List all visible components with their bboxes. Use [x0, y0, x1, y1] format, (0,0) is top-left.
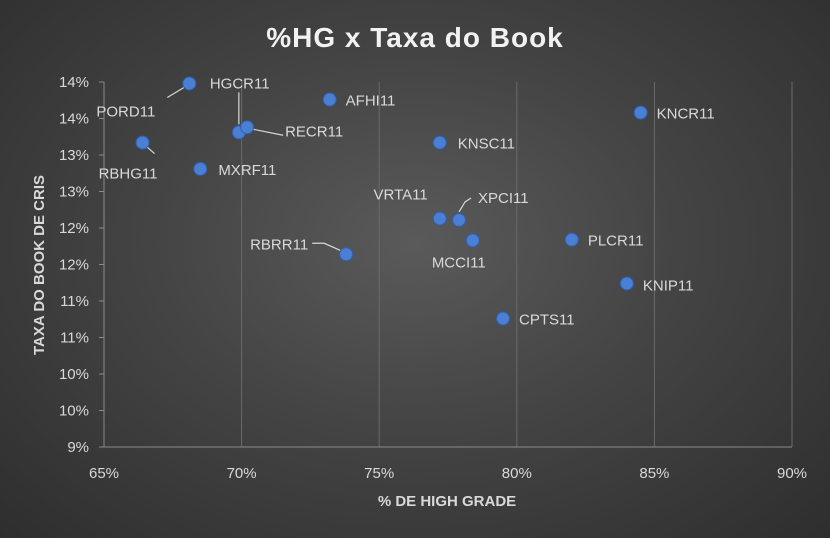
y-tick-label: 10%: [59, 403, 89, 420]
data-point: [619, 276, 634, 291]
y-tick-label: 14%: [59, 111, 89, 128]
label-leader-line: [146, 146, 155, 155]
data-point-label: MXRF11: [218, 162, 276, 179]
label-leader-line: [312, 242, 341, 251]
data-point-label: KNSC11: [458, 136, 515, 153]
data-point-label: CPTS11: [519, 312, 575, 329]
label-leader-line: [252, 128, 284, 136]
data-point-label: VRTA11: [374, 187, 428, 204]
x-tick-label: 75%: [364, 465, 394, 482]
data-point-label: KNIP11: [643, 277, 694, 294]
x-tick-label: 85%: [639, 465, 669, 482]
data-point-label: RECR11: [285, 123, 343, 140]
y-tick-label: 12%: [59, 257, 89, 274]
y-tick-label: 11%: [60, 293, 89, 310]
y-axis-title: TAXA DO BOOK DE CRIS: [31, 175, 48, 355]
data-point: [193, 161, 208, 176]
data-point: [465, 233, 480, 248]
y-tick-label: 12%: [59, 220, 89, 237]
data-point-label: XPCI11: [478, 190, 529, 207]
y-tick-label: 14%: [59, 74, 89, 91]
x-tick-label: 90%: [777, 465, 807, 482]
data-point-label: RBRR11: [250, 236, 308, 253]
data-point-label: RBHG11: [99, 166, 158, 183]
x-tick-label: 80%: [502, 465, 532, 482]
x-tick-label: 70%: [227, 465, 257, 482]
chart-title: %HG x Taxa do Book: [266, 22, 564, 53]
data-point-label: AFHI11: [346, 93, 396, 110]
data-point: [564, 232, 579, 247]
data-point: [452, 212, 467, 227]
data-point: [432, 135, 447, 150]
data-point-label: MCCI11: [432, 254, 486, 271]
data-point-label: PLCR11: [588, 233, 644, 250]
data-point-label: KNCR11: [657, 106, 715, 123]
ticks-layer: 65% 70% 75% 80% 85% 90% 9% 10% 10% 11% 11% 12% 12% 13…: [59, 74, 807, 482]
y-tick-label: 11%: [60, 330, 89, 347]
points-layer: [135, 76, 648, 326]
data-point: [322, 92, 337, 107]
data-point: [432, 211, 447, 226]
data-point: [182, 76, 197, 91]
y-tick-label: 13%: [59, 184, 89, 201]
x-axis-title: % DE HIGH GRADE: [378, 493, 516, 510]
data-point: [339, 247, 354, 262]
data-point: [135, 135, 150, 150]
data-point-label: PORD11: [96, 103, 155, 120]
y-tick-label: 13%: [59, 147, 89, 164]
label-leader-line: [458, 197, 472, 213]
data-point: [496, 311, 511, 326]
data-point: [240, 120, 255, 135]
x-tick-label: 65%: [89, 465, 119, 482]
y-tick-label: 9%: [67, 439, 89, 456]
data-point: [633, 105, 648, 120]
data-point-label: HGCR11: [210, 75, 270, 92]
y-tick-label: 10%: [59, 366, 89, 383]
grid-layer: [99, 81, 793, 448]
